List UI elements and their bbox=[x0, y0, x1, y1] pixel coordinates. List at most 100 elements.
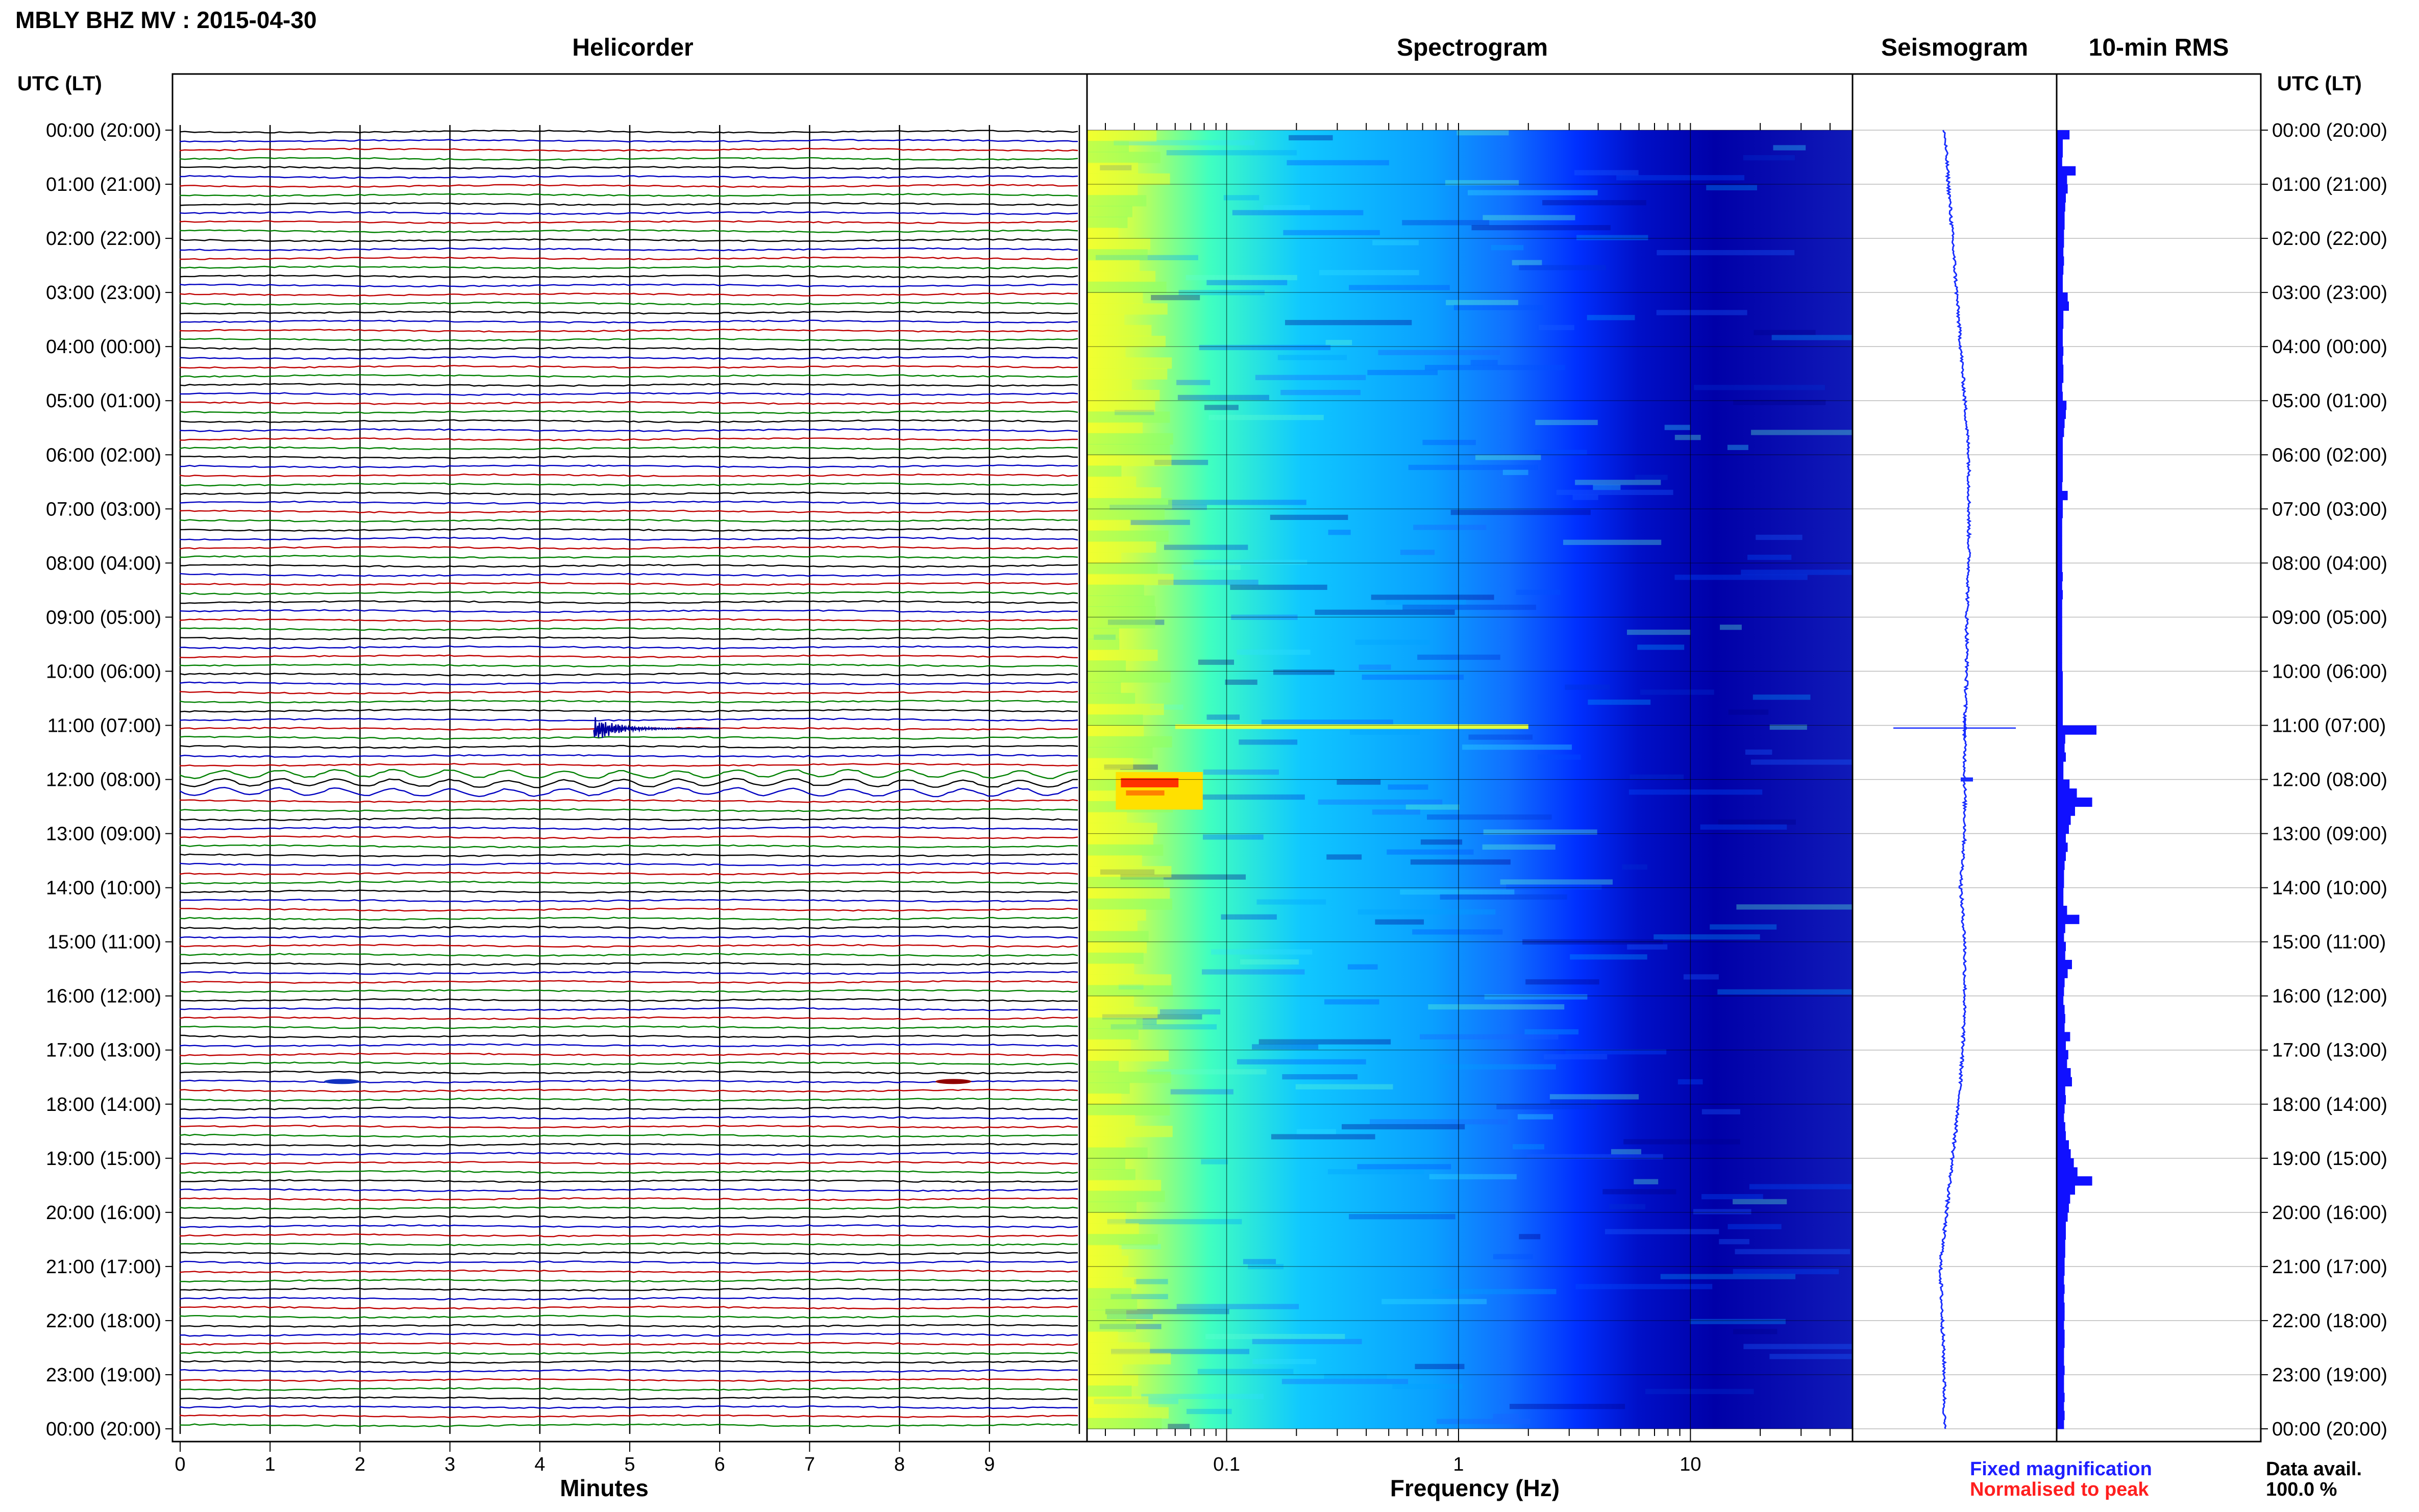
chart-title: MBLY BHZ MV : 2015-04-30 bbox=[15, 7, 317, 33]
rms-bar bbox=[2057, 1221, 2066, 1231]
spectrogram-texture bbox=[1107, 1219, 1242, 1225]
spectrogram-texture bbox=[1208, 414, 1324, 420]
rms-bar bbox=[2057, 1284, 2065, 1294]
spectrogram-lowfreq-band bbox=[1087, 909, 1146, 921]
spectrogram-texture bbox=[1769, 1354, 1853, 1359]
helicorder-trace bbox=[179, 1070, 1078, 1075]
spectrogram-lowfreq-band bbox=[1087, 747, 1153, 759]
spectrogram-texture bbox=[1462, 744, 1572, 750]
helicorder-trace bbox=[179, 778, 1078, 788]
rms-bar bbox=[2057, 509, 2063, 518]
spectrogram-lowfreq-band bbox=[1087, 844, 1164, 856]
spectrogram-texture bbox=[1733, 1199, 1787, 1205]
spectrogram-texture bbox=[1706, 185, 1757, 190]
rms-bar bbox=[2057, 1158, 2074, 1168]
helicorder-trace bbox=[179, 1106, 1078, 1111]
spectrogram-texture bbox=[1627, 944, 1668, 950]
spectrogram-texture bbox=[1283, 230, 1380, 236]
rms-bar bbox=[2057, 563, 2062, 573]
spectrogram-texture bbox=[1645, 1389, 1754, 1394]
spectrogram-texture bbox=[1150, 704, 1183, 710]
spectrogram-texture bbox=[1574, 170, 1639, 176]
left-time-label: 18:00 (14:00) bbox=[46, 1094, 161, 1116]
spectrogram-lowfreq-band bbox=[1087, 606, 1156, 618]
helicorder-trace bbox=[179, 1206, 1078, 1210]
spectrogram-texture bbox=[1159, 1009, 1221, 1015]
helicorder-trace bbox=[179, 980, 1078, 984]
spectrogram-texture bbox=[1347, 964, 1378, 970]
spectrogram-texture bbox=[1324, 1374, 1387, 1379]
spectrogram-texture bbox=[1653, 934, 1760, 940]
rms-bar bbox=[2057, 653, 2062, 663]
spectrogram-texture bbox=[1623, 1139, 1740, 1145]
spectrogram-texture bbox=[1439, 1064, 1556, 1070]
rms-bar bbox=[2057, 590, 2063, 600]
spectrogram-texture bbox=[1572, 494, 1598, 500]
helicorder-event-burst bbox=[593, 717, 720, 738]
rms-bar bbox=[2057, 1194, 2070, 1204]
helicorder-trace bbox=[179, 1260, 1078, 1265]
right-time-label: 04:00 (00:00) bbox=[2272, 336, 2387, 358]
helicorder-trace bbox=[179, 880, 1078, 885]
spectrogram-texture bbox=[1177, 394, 1269, 401]
spectrogram-texture bbox=[1206, 280, 1288, 285]
spectrogram-texture bbox=[1728, 709, 1769, 715]
helicorder-trace bbox=[179, 546, 1078, 550]
helicorder-trace bbox=[179, 1125, 1078, 1129]
spectrogram-lowfreq-band bbox=[1087, 1223, 1139, 1235]
helicorder-trace bbox=[179, 310, 1078, 315]
spectrogram-lowfreq-band bbox=[1087, 357, 1172, 369]
left-time-label: 08:00 (04:00) bbox=[46, 553, 161, 574]
spectrogram-title: Spectrogram bbox=[1396, 34, 1548, 61]
helicorder-trace bbox=[179, 1133, 1078, 1138]
rms-bar bbox=[2057, 1023, 2065, 1032]
left-time-label: 22:00 (18:00) bbox=[46, 1310, 161, 1332]
minute-tick-label: 2 bbox=[355, 1454, 365, 1475]
spectrogram-lowfreq-band bbox=[1087, 628, 1119, 639]
rms-bar bbox=[2057, 157, 2062, 167]
spectrogram-texture bbox=[1690, 1319, 1786, 1324]
left-time-label: 14:00 (10:00) bbox=[46, 878, 161, 899]
spectrogram-texture bbox=[1720, 625, 1742, 630]
spectrogram-texture bbox=[1526, 1154, 1663, 1159]
utc-header-right: UTC (LT) bbox=[2277, 72, 2362, 95]
spectrogram-texture bbox=[1556, 489, 1673, 495]
spectrogram-lowfreq-band bbox=[1087, 227, 1119, 239]
spectrogram-texture bbox=[1349, 1214, 1455, 1220]
spectrogram-lowfreq-band bbox=[1087, 303, 1168, 315]
spectrogram-texture bbox=[1736, 904, 1853, 910]
minute-tick-label: 5 bbox=[624, 1454, 635, 1475]
rms-bar bbox=[2057, 247, 2064, 257]
spectrogram-lowfreq-band bbox=[1087, 1114, 1136, 1127]
spectrogram-texture bbox=[1622, 864, 1647, 870]
helicorder-trace bbox=[179, 193, 1078, 197]
spectrogram-texture bbox=[1575, 1284, 1713, 1290]
helicorder-trace bbox=[179, 1378, 1078, 1382]
spectrogram-lowfreq-band bbox=[1087, 390, 1160, 402]
spectrogram-texture bbox=[1375, 919, 1424, 925]
helicorder-event-blip bbox=[935, 1079, 972, 1084]
spectrogram-lowfreq-band bbox=[1087, 379, 1132, 390]
helicorder-trace bbox=[179, 401, 1078, 405]
spectrogram-texture bbox=[1342, 1124, 1465, 1130]
spectrogram-texture bbox=[1745, 749, 1772, 755]
rms-bar bbox=[2057, 662, 2062, 672]
spectrogram-texture bbox=[1349, 729, 1420, 735]
rms-bar bbox=[2057, 184, 2068, 194]
helicorder-trace bbox=[179, 428, 1078, 432]
spectrogram-texture bbox=[1392, 1383, 1463, 1390]
minute-tick-label: 4 bbox=[534, 1454, 545, 1475]
helicorder-trace bbox=[179, 555, 1078, 559]
helicorder-title: Helicorder bbox=[572, 34, 694, 61]
spectrogram-texture bbox=[1388, 784, 1428, 790]
rms-bar bbox=[2057, 374, 2064, 383]
spectrogram-lowfreq-band bbox=[1087, 1309, 1126, 1321]
right-time-label: 02:00 (22:00) bbox=[2272, 228, 2387, 250]
helicorder-trace bbox=[179, 1342, 1078, 1346]
helicorder-trace bbox=[179, 1369, 1078, 1373]
helicorder-trace bbox=[179, 1315, 1078, 1319]
rms-bar bbox=[2057, 436, 2063, 447]
rms-panel bbox=[2057, 130, 2261, 1429]
right-time-label: 17:00 (13:00) bbox=[2272, 1040, 2387, 1061]
spectrogram-texture bbox=[1141, 1394, 1264, 1399]
